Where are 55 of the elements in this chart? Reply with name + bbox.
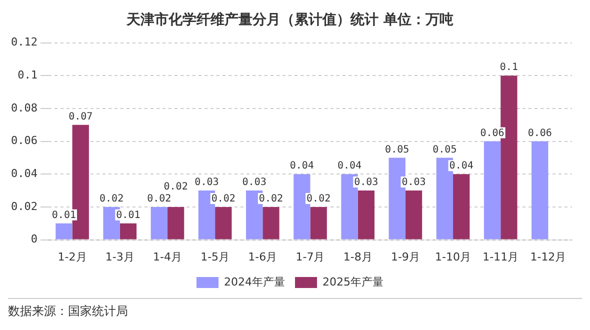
x-tick-label: 1-7月 bbox=[296, 250, 325, 264]
y-tick-label: 0.06 bbox=[10, 134, 38, 148]
x-tick-label: 1-3月 bbox=[105, 250, 134, 264]
bar bbox=[405, 190, 422, 240]
bar bbox=[262, 206, 280, 240]
y-tick-label: 0.08 bbox=[10, 101, 38, 114]
x-tick-label: 1-5月 bbox=[200, 250, 230, 264]
data-label: 0.02 bbox=[306, 194, 331, 205]
bar bbox=[310, 206, 327, 240]
bar bbox=[215, 206, 232, 240]
legend-label: 2024年产量 bbox=[224, 275, 286, 288]
data-label: 0.02 bbox=[211, 194, 236, 205]
data-label: 0.03 bbox=[194, 177, 219, 188]
bar bbox=[532, 141, 548, 240]
bar bbox=[167, 206, 184, 240]
x-tick-label: 1-11月 bbox=[482, 250, 519, 264]
data-label: 0.07 bbox=[68, 111, 93, 122]
x-tick-label: 1-4月 bbox=[152, 250, 182, 264]
data-label: 0.02 bbox=[258, 194, 284, 205]
data-label: 0.01 bbox=[116, 210, 140, 221]
bar bbox=[484, 141, 501, 240]
data-label: 0.03 bbox=[354, 177, 378, 188]
bar bbox=[453, 174, 470, 240]
x-tick-label: 1-12月 bbox=[530, 250, 566, 264]
source-note: 数据来源：国家统计局 bbox=[8, 304, 128, 318]
data-label: 0.05 bbox=[432, 144, 457, 156]
data-label: 0.05 bbox=[385, 144, 410, 156]
data-label: 0.04 bbox=[290, 160, 314, 172]
bar bbox=[120, 223, 137, 240]
data-label: 0.02 bbox=[100, 194, 124, 205]
y-tick-label: 0.02 bbox=[10, 200, 38, 213]
data-label: 0.04 bbox=[337, 160, 362, 172]
bar bbox=[56, 223, 72, 240]
bar bbox=[358, 190, 374, 240]
data-label: 0.1 bbox=[500, 62, 518, 74]
x-tick-label: 1-8月 bbox=[343, 250, 372, 264]
data-label: 0.04 bbox=[449, 160, 474, 172]
y-tick-label: 0.1 bbox=[18, 68, 38, 82]
bar bbox=[150, 206, 168, 240]
data-label: 0.06 bbox=[528, 128, 552, 139]
data-label: 0.02 bbox=[147, 194, 172, 205]
data-label: 0.03 bbox=[402, 177, 426, 188]
x-tick-label: 1-9月 bbox=[390, 250, 420, 264]
y-tick-label: 0 bbox=[30, 232, 38, 246]
x-tick-label: 1-10月 bbox=[435, 250, 472, 264]
data-label: 0.03 bbox=[242, 177, 266, 188]
data-label: 0.01 bbox=[52, 210, 76, 221]
x-tick-label: 1-2月 bbox=[58, 250, 87, 264]
legend-label: 2025年产量 bbox=[322, 275, 384, 288]
data-label: 0.02 bbox=[164, 182, 188, 193]
y-tick-label: 0.12 bbox=[10, 36, 38, 49]
x-tick-label: 1-6月 bbox=[248, 250, 278, 264]
data-label: 0.06 bbox=[480, 128, 504, 139]
chart-title: 天津市化学纤维产量分月（累计值）统计 单位：万吨 bbox=[126, 11, 454, 28]
y-tick-label: 0.04 bbox=[10, 166, 38, 180]
